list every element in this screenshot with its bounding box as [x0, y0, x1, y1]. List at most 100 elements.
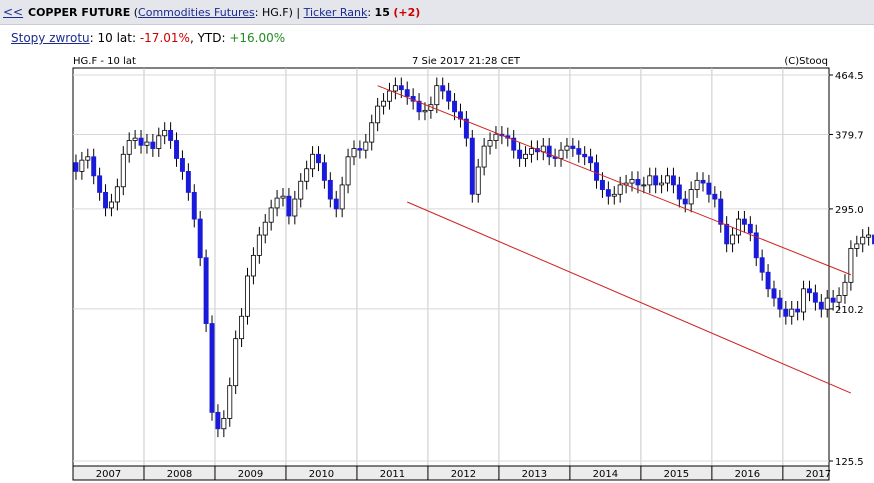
- candle-body: [262, 221, 268, 236]
- candle-body: [795, 308, 801, 313]
- candle-body: [594, 162, 599, 181]
- candle-body: [647, 175, 653, 186]
- y-tick-label: 464.5: [835, 71, 864, 82]
- candle-body: [741, 218, 747, 225]
- candle-body: [268, 207, 274, 223]
- candle-body: [848, 248, 854, 283]
- candle-body: [528, 148, 534, 155]
- candle-body: [79, 159, 85, 172]
- candle-body: [641, 184, 647, 187]
- candle-body: [191, 191, 197, 220]
- candle-body: [404, 89, 410, 97]
- candle-body: [132, 137, 138, 141]
- candle-body: [239, 315, 245, 340]
- candle-body: [274, 197, 280, 209]
- back-link[interactable]: <<: [3, 5, 24, 19]
- candle-body: [511, 137, 517, 151]
- ticker-symbol: : HG.F): [254, 6, 293, 19]
- candle-body: [103, 191, 109, 209]
- candle-body: [747, 223, 753, 234]
- candle-body: [576, 148, 582, 155]
- candle-body: [771, 288, 777, 299]
- candle-body: [351, 148, 357, 158]
- candle-body: [387, 90, 392, 102]
- candle-body: [452, 100, 458, 113]
- candle-body: [168, 129, 174, 141]
- y-tick-label: 379.7: [835, 130, 864, 141]
- category-link[interactable]: Commodities Futures: [138, 6, 255, 19]
- x-tick-label: 2012: [451, 469, 476, 480]
- candle-body: [588, 156, 594, 164]
- chart-title: HG.F - 10 lat: [73, 56, 136, 67]
- candle-body: [120, 153, 126, 188]
- candle-body: [724, 223, 730, 245]
- candle-body: [286, 195, 292, 217]
- candle-body: [866, 234, 872, 238]
- x-tick-label: 2017: [806, 469, 831, 480]
- candle-body: [842, 281, 848, 296]
- candle-body: [215, 411, 221, 430]
- trend-channel: [377, 85, 852, 394]
- x-tick-label: 2014: [593, 469, 618, 480]
- ticker-rank-link[interactable]: Ticker Rank: [303, 6, 368, 19]
- plot-area: [72, 67, 830, 467]
- candle-body: [688, 189, 694, 205]
- y-axis: 464.5 379.7 295.0 210.2 125.5: [829, 71, 864, 468]
- candle-body: [617, 184, 623, 195]
- candle-body: [463, 118, 469, 139]
- candle-body: [310, 153, 316, 170]
- rank-colon: :: [367, 6, 375, 19]
- candle-body: [327, 179, 333, 200]
- candle-body: [777, 297, 783, 310]
- candle-body: [564, 145, 570, 151]
- candle-body: [91, 156, 97, 177]
- candle-body: [493, 133, 499, 141]
- candle-body: [694, 179, 700, 190]
- candle-body: [440, 85, 446, 92]
- x-tick-label: 2010: [309, 469, 334, 480]
- candle-body: [753, 232, 759, 259]
- candle-body: [807, 288, 812, 294]
- candle-body: [345, 156, 351, 186]
- candle-body: [392, 85, 398, 92]
- candle-body: [818, 301, 824, 310]
- candle-body: [653, 175, 659, 186]
- chart-source: (C)Stooq: [784, 56, 828, 67]
- candle-body: [700, 179, 706, 184]
- channel-line-upper: [377, 85, 852, 276]
- candle-body: [292, 198, 298, 217]
- ytd-return: +16.00%: [229, 31, 286, 45]
- returns-link[interactable]: Stopy zwrotu: [11, 31, 90, 45]
- candle-body: [611, 193, 617, 197]
- candle-body: [416, 100, 422, 113]
- separator: |: [296, 6, 304, 19]
- candle-body: [97, 175, 103, 193]
- y-tick-label: 210.2: [835, 305, 864, 316]
- candle-body: [126, 140, 132, 155]
- candle-body: [854, 243, 860, 249]
- candle-body: [434, 85, 440, 106]
- candle-body: [599, 179, 605, 190]
- candle-body: [316, 153, 321, 164]
- candle-body: [469, 137, 475, 195]
- candle-body: [824, 297, 830, 310]
- candle-body: [144, 141, 150, 146]
- candle-body: [209, 323, 215, 413]
- candle-body: [629, 179, 635, 184]
- candle-body: [108, 201, 114, 209]
- candle-body: [801, 288, 807, 313]
- candle-body: [523, 153, 529, 159]
- candle-body: [245, 275, 250, 317]
- candle-body: [250, 254, 256, 277]
- x-tick-label: 2013: [522, 469, 547, 480]
- candle-body: [487, 140, 493, 147]
- candle-body: [85, 156, 91, 161]
- candle-body: [321, 162, 327, 181]
- candle-body: [481, 145, 487, 168]
- candle-body: [150, 141, 156, 149]
- candle-body: [304, 168, 310, 182]
- candles: [73, 77, 874, 438]
- candle-body: [369, 122, 375, 143]
- candle-body: [558, 149, 564, 159]
- candle-body: [422, 109, 428, 113]
